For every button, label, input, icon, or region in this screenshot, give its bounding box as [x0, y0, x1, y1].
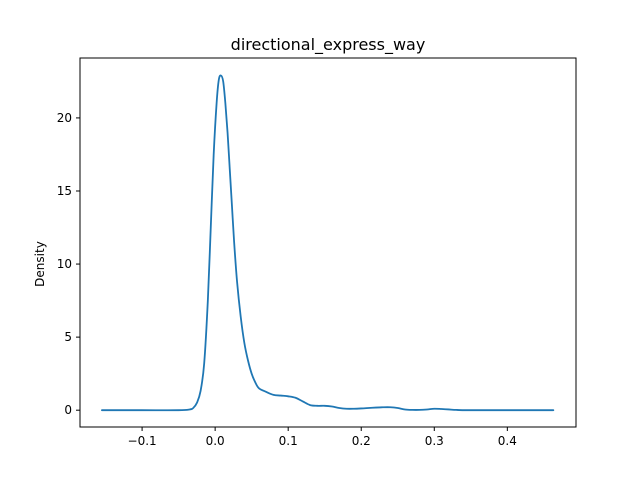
chart-title: directional_express_way	[231, 35, 426, 55]
y-tick-label: 10	[57, 257, 72, 271]
y-axis-ticks: 0 5 10 15 20	[57, 111, 80, 417]
plot-area-frame	[79, 57, 577, 428]
y-tick-label: 20	[57, 111, 72, 125]
series-layer	[101, 74, 555, 412]
y-tick-label: 5	[64, 330, 72, 344]
x-tick-label: 0.0	[206, 434, 225, 448]
y-axis-label: Density	[33, 241, 47, 287]
x-tick-label: 0.2	[352, 434, 371, 448]
density-line	[101, 74, 555, 412]
x-tick-label: 0.3	[425, 434, 444, 448]
x-tick-label: 0.1	[279, 434, 298, 448]
y-tick-label: 15	[57, 184, 72, 198]
x-axis-ticks: −0.1 0.0 0.1 0.2 0.3 0.4	[128, 427, 517, 448]
x-tick-label: 0.4	[498, 434, 517, 448]
y-tick-label: 0	[64, 403, 72, 417]
x-tick-label: −0.1	[128, 434, 157, 448]
